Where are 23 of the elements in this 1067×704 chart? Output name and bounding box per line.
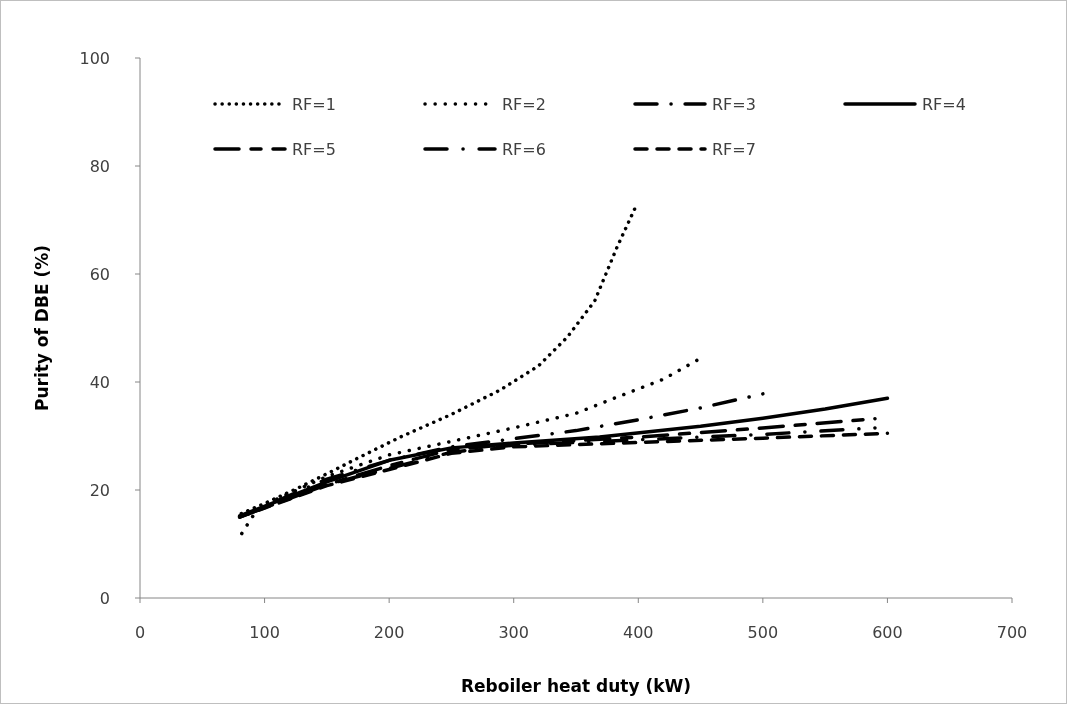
y-tick-label: 40 [89, 372, 110, 392]
x-axis-title: Reboiler heat duty (kW) [460, 676, 692, 696]
y-tick-label: 20 [89, 480, 110, 500]
legend-label: RF=3 [712, 94, 756, 114]
x-tick-label: 200 [373, 623, 405, 642]
x-tick-label: 600 [872, 623, 903, 642]
legend-label: RF=5 [292, 139, 336, 159]
y-tick-label: 100 [79, 48, 110, 68]
legend-label: RF=2 [502, 94, 546, 114]
x-tick-label: 700 [996, 623, 1028, 642]
x-tick-label: 400 [623, 623, 654, 642]
y-tick-label: 60 [89, 264, 110, 284]
legend-label: RF=4 [922, 94, 966, 114]
y-axis-title: Purity of DBE (%) [32, 244, 52, 412]
y-tick-label: 0 [99, 588, 110, 608]
legend-label: RF=6 [502, 139, 546, 159]
legend-label: RF=7 [712, 139, 756, 159]
x-tick-label: 0 [134, 623, 146, 642]
y-tick-label: 80 [89, 156, 110, 176]
x-tick-label: 500 [747, 623, 779, 642]
legend-label: RF=1 [292, 94, 336, 114]
x-tick-label: 300 [498, 623, 529, 642]
x-tick-label: 100 [249, 623, 280, 642]
